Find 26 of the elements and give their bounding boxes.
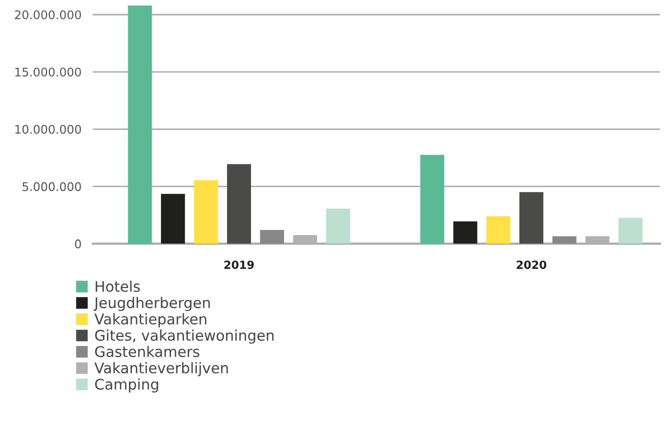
- bar: [194, 180, 218, 244]
- legend-label: Gastenkamers: [95, 346, 200, 358]
- x-tick-label: 2019: [224, 260, 254, 269]
- bar: [128, 5, 152, 244]
- legend-label: Jeugdherbergen: [94, 296, 210, 312]
- bar: [160, 194, 185, 244]
- legend-label: Vakantieverblijven: [94, 362, 228, 376]
- legend-label: Vakantieparken: [94, 313, 206, 328]
- legend-label: Hotels: [96, 280, 140, 292]
- bar: [552, 236, 576, 244]
- y-tick-label: 20.000.000: [15, 10, 81, 20]
- y-tick-label: 10.000.000: [15, 124, 81, 134]
- legend-label: Gites, vakantiewoningen: [95, 330, 274, 344]
- bar: [486, 216, 510, 244]
- bar: [326, 208, 350, 244]
- bar: [618, 218, 642, 244]
- legend-label: Camping: [95, 378, 158, 393]
- bar: [260, 230, 284, 244]
- x-tick-label: 2020: [516, 260, 546, 269]
- bar: [519, 192, 544, 244]
- bar: [227, 164, 252, 244]
- y-tick-label: 0: [75, 239, 81, 248]
- bar: [453, 221, 478, 244]
- bar: [420, 154, 444, 244]
- y-tick-label: 5.000.000: [22, 182, 81, 192]
- y-tick-label: 15.000.000: [15, 68, 81, 77]
